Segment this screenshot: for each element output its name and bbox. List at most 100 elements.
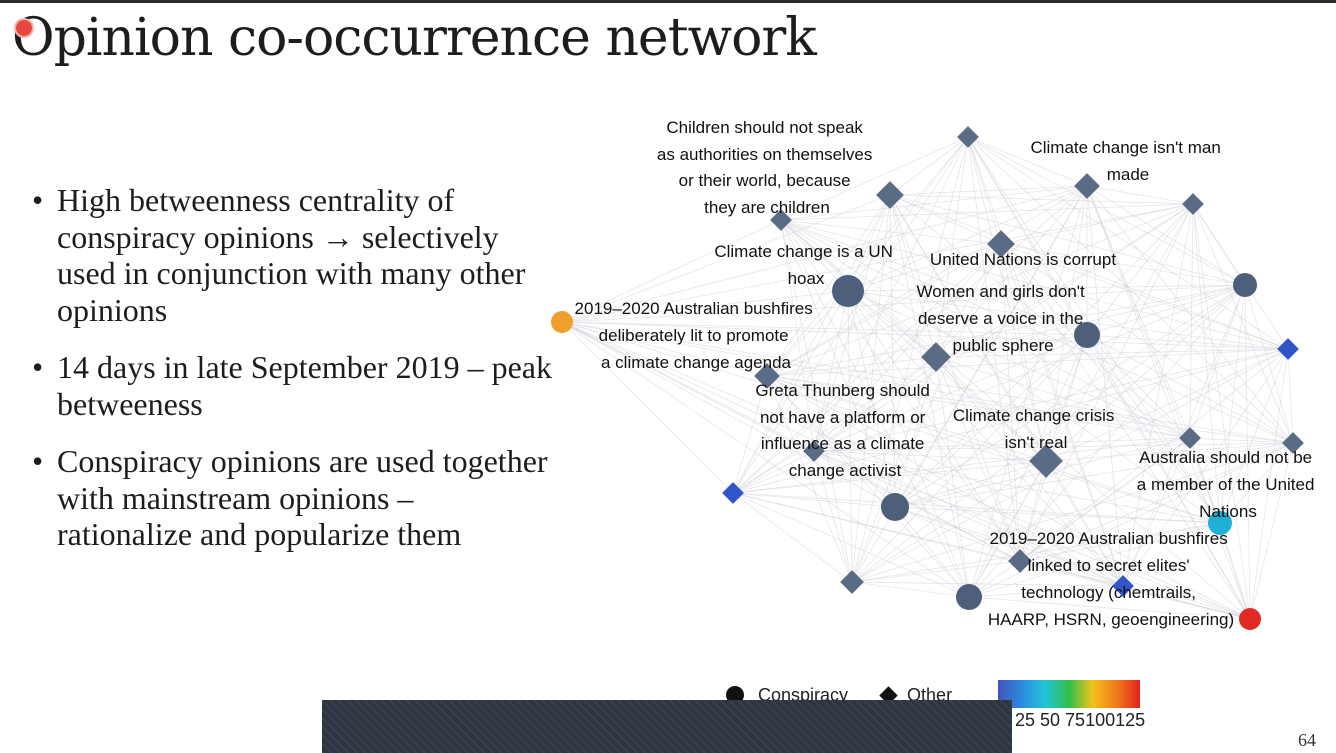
- network-edge: [968, 596, 1251, 620]
- network-edge: [766, 375, 1124, 587]
- network-edge: [935, 356, 1124, 587]
- network-edge: [894, 203, 1194, 508]
- network-edge: [847, 290, 1047, 462]
- network-edge: [889, 136, 969, 196]
- network-edge: [967, 136, 1088, 336]
- network-edge: [1086, 185, 1294, 444]
- network-edge: [851, 581, 1124, 587]
- network-edge: [851, 194, 891, 583]
- network-edge: [561, 284, 1246, 323]
- network-edge: [968, 334, 1088, 598]
- network-edge: [561, 321, 1191, 439]
- network-edge: [894, 506, 1221, 524]
- network-edge: [889, 194, 1021, 562]
- other-node: [1029, 444, 1063, 478]
- conspiracy-node: [832, 275, 864, 307]
- node-label-greta: Greta Thunberg should not have a platfor…: [755, 381, 934, 480]
- network-edge: [847, 290, 937, 358]
- network-edge: [561, 321, 1124, 587]
- network-edge: [1086, 334, 1251, 620]
- network-edge: [780, 219, 1294, 444]
- network-edge: [1000, 203, 1194, 245]
- network-edge: [894, 506, 1124, 587]
- network-edge: [1045, 185, 1088, 462]
- network-edge: [732, 460, 1047, 494]
- network-edge: [935, 356, 1191, 439]
- network-edge: [894, 506, 970, 598]
- node-label-un-hoax: Climate change is a UN hoax: [714, 242, 897, 288]
- network-edge: [561, 194, 891, 323]
- network-edge: [766, 375, 853, 583]
- network-edge: [1000, 243, 1246, 286]
- node-label-women-voice: Women and girls don't deserve a voice in…: [916, 282, 1089, 355]
- network-edge: [766, 375, 896, 508]
- network-edge: [1122, 585, 1251, 620]
- network-edge: [813, 243, 1002, 452]
- network-edge: [1192, 203, 1221, 524]
- network-edge: [851, 460, 1047, 583]
- network-edge: [766, 375, 1047, 462]
- network-edge: [894, 185, 1088, 508]
- network-edge: [889, 194, 1191, 439]
- network-edge: [813, 450, 1124, 587]
- network-edge: [732, 492, 1251, 620]
- network-edge: [561, 321, 1251, 620]
- network-edge: [732, 492, 1124, 587]
- network-edge: [968, 437, 1191, 598]
- network-edge: [813, 290, 849, 452]
- network-edge: [851, 136, 969, 583]
- network-edge: [1249, 348, 1289, 620]
- network-edge: [732, 375, 768, 494]
- conspiracy-node: [1208, 511, 1232, 535]
- network-edge: [766, 356, 937, 377]
- network-edge: [732, 136, 969, 494]
- network-edge: [851, 284, 1246, 583]
- network-edge: [1045, 442, 1294, 462]
- network-edge: [732, 348, 1289, 494]
- network-edge: [847, 290, 970, 598]
- network-edge: [780, 219, 970, 598]
- network-edge: [935, 243, 1002, 358]
- network-edge: [561, 321, 734, 494]
- network-edge: [935, 356, 970, 598]
- network-edge: [847, 290, 896, 508]
- network-edge: [1244, 284, 1251, 620]
- bullet-item: Conspiracy opinions are used together wi…: [32, 443, 552, 553]
- network-edge: [889, 194, 1002, 245]
- network-edge: [1086, 203, 1194, 336]
- slide-title: Opinion co-occurrence network: [12, 8, 817, 68]
- network-edge: [780, 219, 853, 583]
- legend-conspiracy-label: Conspiracy: [758, 684, 849, 705]
- network-edge: [1287, 348, 1294, 444]
- legend-other-label: Other: [907, 684, 953, 705]
- network-edge: [1000, 243, 1221, 524]
- network-edge: [889, 194, 1047, 462]
- network-edge: [1122, 348, 1289, 587]
- network-edge: [1219, 442, 1294, 524]
- network-edge: [813, 437, 1191, 452]
- network-edge: [851, 581, 970, 598]
- network-edge: [732, 450, 815, 494]
- network-edge: [847, 136, 969, 292]
- network-edge: [967, 136, 1002, 245]
- network-edge: [894, 284, 1246, 508]
- network-edge: [1000, 243, 1021, 562]
- network-edge: [1086, 185, 1191, 439]
- network-edge: [1189, 437, 1294, 444]
- network-edge: [813, 136, 969, 452]
- network-edge: [847, 290, 1191, 439]
- network-edge: [889, 194, 1124, 587]
- network-edge: [813, 450, 1251, 620]
- network-edge: [851, 560, 1021, 583]
- network-edge: [1122, 437, 1191, 587]
- network-edge: [847, 290, 853, 583]
- network-edge: [766, 375, 1294, 444]
- network-edge: [1244, 284, 1294, 444]
- node-label-un-corrupt: United Nations is corrupt: [930, 250, 1116, 269]
- network-edge: [851, 334, 1088, 583]
- network-edge: [561, 290, 849, 323]
- network-edge: [894, 334, 1088, 508]
- network-edge: [780, 219, 1221, 524]
- bullet-list: High betweenness centrality of conspirac…: [32, 182, 552, 574]
- network-edge: [1086, 334, 1191, 439]
